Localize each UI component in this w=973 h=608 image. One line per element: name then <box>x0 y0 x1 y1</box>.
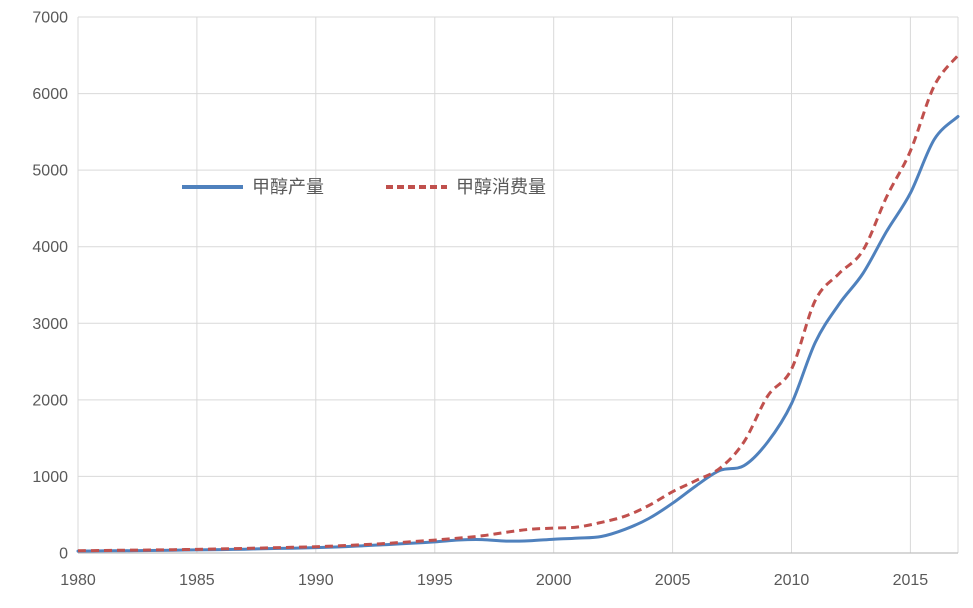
y-axis-tick-label: 6000 <box>32 86 68 103</box>
y-axis-tick-label: 1000 <box>32 469 68 486</box>
y-axis-tick-label: 3000 <box>32 316 68 333</box>
x-axis-tick-label: 1990 <box>298 572 334 589</box>
x-axis-tick-label: 2015 <box>893 572 929 589</box>
y-axis-tick-label: 7000 <box>32 10 68 27</box>
y-axis-tick-label: 0 <box>59 546 68 563</box>
legend-swatch-consumption-line <box>386 185 447 189</box>
x-axis-tick-label: 2000 <box>536 572 572 589</box>
legend-label-consumption: 甲醇消费量 <box>456 177 546 197</box>
y-axis-tick-label: 2000 <box>32 392 68 409</box>
legend: 甲醇产量 甲醇消费量 <box>182 176 546 198</box>
legend-item-production: 甲醇产量 <box>182 176 324 198</box>
x-axis-tick-label: 1985 <box>179 572 215 589</box>
legend-label-production: 甲醇产量 <box>252 177 324 197</box>
y-axis-tick-label: 5000 <box>32 163 68 180</box>
x-axis-tick-label: 2005 <box>655 572 691 589</box>
y-axis-tick-label: 4000 <box>32 239 68 256</box>
x-axis-tick-label: 1980 <box>60 572 96 589</box>
series-line-consumption <box>77 54 960 553</box>
x-axis-tick-label: 1995 <box>417 572 453 589</box>
x-axis-tick-label: 2010 <box>774 572 810 589</box>
legend-item-consumption: 甲醇消费量 <box>386 176 546 198</box>
legend-swatch-production-line <box>182 185 243 189</box>
